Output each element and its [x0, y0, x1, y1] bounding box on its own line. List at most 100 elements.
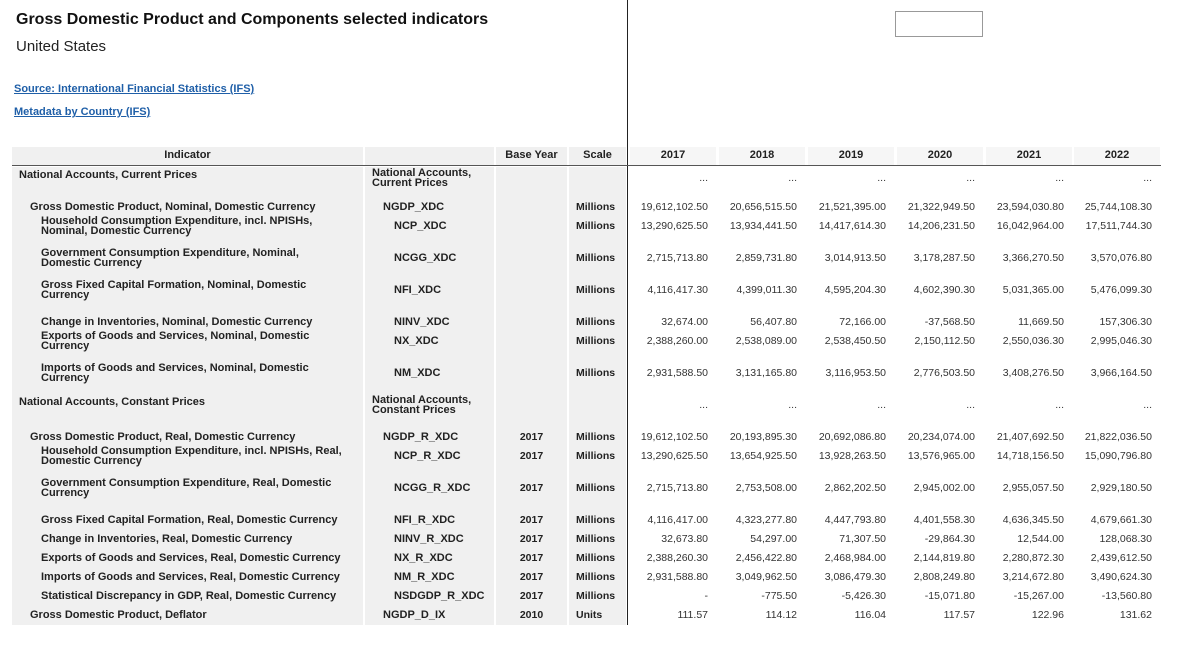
code: NCGG_R_XDC [394, 482, 471, 494]
scale: Millions [576, 514, 616, 526]
code: NX_XDC [394, 335, 439, 347]
value: 2,931,588.50 [646, 367, 708, 379]
value: 3,178,287.50 [913, 252, 975, 264]
value: 2,550,036.30 [1002, 335, 1064, 347]
value: -5,426.30 [841, 590, 886, 602]
value: 20,193,895.30 [729, 431, 797, 443]
code: NCGG_XDC [394, 252, 457, 264]
code: NCP_R_XDC [394, 450, 461, 462]
value: ... [788, 399, 797, 411]
column-bg [12, 167, 363, 625]
indicator: Exports of Goods and Services, Real, Dom… [41, 552, 341, 564]
value: 2,144,819.80 [913, 552, 975, 564]
value: 13,934,441.50 [729, 220, 797, 232]
value: 2,995,046.30 [1090, 335, 1152, 347]
value: ... [877, 172, 886, 184]
value: 13,290,625.50 [640, 220, 708, 232]
header-rule [12, 165, 1161, 166]
value: 114.12 [765, 609, 797, 621]
subtitle: United States [16, 38, 107, 55]
value: 3,014,913.50 [824, 252, 886, 264]
value: 21,822,036.50 [1084, 431, 1152, 443]
value: 2,753,508.00 [735, 482, 797, 494]
value: ... [1143, 172, 1152, 184]
indicator: Government Consumption Expenditure, Real… [41, 477, 332, 499]
value: 3,570,076.80 [1090, 252, 1152, 264]
indicator: National Accounts, Constant Prices [19, 396, 206, 408]
value: ... [699, 172, 708, 184]
base-year: 2017 [519, 571, 544, 583]
scale: Millions [576, 482, 616, 494]
value: 20,656,515.50 [729, 201, 797, 213]
value: 3,086,479.30 [824, 571, 886, 583]
metadata-link[interactable]: Metadata by Country (IFS) [14, 106, 151, 118]
value: ... [1055, 399, 1064, 411]
value: -15,071.80 [924, 590, 975, 602]
value: 2,931,588.80 [646, 571, 708, 583]
value: 4,447,793.80 [824, 514, 886, 526]
value: 32,674.00 [661, 316, 708, 328]
column-bg [496, 167, 567, 625]
value: 4,116,417.30 [647, 284, 708, 296]
value: 3,490,624.30 [1090, 571, 1152, 583]
code: NINV_R_XDC [394, 533, 464, 545]
value: 25,744,108.30 [1084, 201, 1152, 213]
value: 13,290,625.50 [640, 450, 708, 462]
indicator: Statistical Discrepancy in GDP, Real, Do… [41, 590, 337, 602]
indicator: Exports of Goods and Services, Nominal, … [41, 330, 310, 352]
scale: Millions [576, 316, 616, 328]
input-box[interactable] [895, 11, 983, 37]
code: NFI_XDC [394, 284, 442, 296]
indicator: Change in Inventories, Nominal, Domestic… [41, 316, 313, 328]
scale: Millions [576, 571, 616, 583]
year-header: 2018 [749, 149, 775, 161]
code: NSDGDP_R_XDC [394, 590, 485, 602]
value: 4,636,345.50 [1002, 514, 1064, 526]
value: 20,692,086.80 [818, 431, 886, 443]
divider [627, 0, 628, 625]
base-year: 2017 [519, 590, 544, 602]
source-link[interactable]: Source: International Financial Statisti… [14, 83, 255, 95]
header-cell-bg [365, 147, 494, 165]
indicator: National Accounts, Current Prices [19, 169, 198, 181]
value: ... [966, 172, 975, 184]
column-bg [365, 167, 494, 625]
value: 2,715,713.80 [646, 482, 708, 494]
scale: Millions [576, 220, 616, 232]
year-header: 2017 [660, 149, 686, 161]
header-cell-bg [719, 147, 805, 165]
value: ... [699, 399, 708, 411]
value: ... [1143, 399, 1152, 411]
indicator: Change in Inventories, Real, Domestic Cu… [41, 533, 293, 545]
value: ... [788, 172, 797, 184]
value: 16,042,964.00 [996, 220, 1064, 232]
value: 17,511,744.30 [1085, 220, 1152, 232]
value: 14,718,156.50 [996, 450, 1064, 462]
scale: Millions [576, 590, 616, 602]
value: 2,945,002.00 [913, 482, 975, 494]
value: 5,031,365.00 [1002, 284, 1064, 296]
value: 2,468,984.00 [824, 552, 886, 564]
scale: Millions [576, 552, 616, 564]
scale: Millions [576, 335, 616, 347]
base-year: 2017 [519, 450, 544, 462]
value: -13,560.80 [1101, 590, 1152, 602]
header-cell-bg [897, 147, 983, 165]
value: 54,297.00 [750, 533, 797, 545]
code: NFI_R_XDC [394, 514, 456, 526]
value: 4,679,661.30 [1090, 514, 1152, 526]
value: 157,306.30 [1099, 316, 1152, 328]
indicator: Household Consumption Expenditure, incl.… [41, 445, 342, 467]
base-year: 2017 [519, 533, 544, 545]
value: 2,150,112.50 [914, 335, 975, 347]
code: NCP_XDC [394, 220, 447, 232]
value: 4,602,390.30 [913, 284, 975, 296]
scale: Millions [576, 533, 616, 545]
code: National Accounts, Constant Prices [372, 394, 472, 416]
value: 12,544.00 [1017, 533, 1064, 545]
value: 21,322,949.50 [907, 201, 975, 213]
code: NGDP_R_XDC [383, 431, 459, 443]
column-header: Base Year [505, 149, 558, 161]
scale: Millions [576, 367, 616, 379]
header-cell-bg [986, 147, 1072, 165]
